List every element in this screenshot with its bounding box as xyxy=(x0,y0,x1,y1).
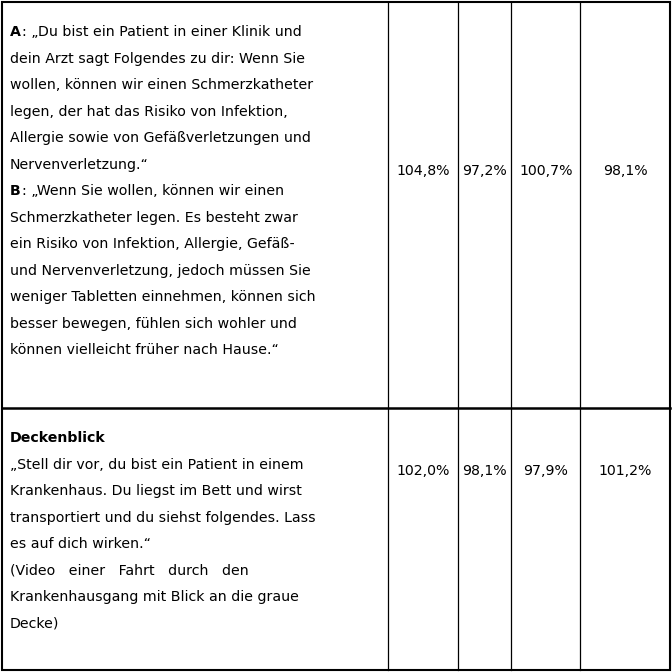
Text: dein Arzt sagt Folgendes zu dir: Wenn Sie: dein Arzt sagt Folgendes zu dir: Wenn Si… xyxy=(10,52,305,66)
Text: (Video   einer   Fahrt   durch   den: (Video einer Fahrt durch den xyxy=(10,564,249,578)
Text: legen, der hat das Risiko von Infektion,: legen, der hat das Risiko von Infektion, xyxy=(10,105,288,119)
Text: es auf dich wirken.“: es auf dich wirken.“ xyxy=(10,538,151,552)
Text: ein Risiko von Infektion, Allergie, Gefäß-: ein Risiko von Infektion, Allergie, Gefä… xyxy=(10,237,295,251)
Text: 97,9%: 97,9% xyxy=(523,464,569,478)
Text: Schmerzkatheter legen. Es besteht zwar: Schmerzkatheter legen. Es besteht zwar xyxy=(10,211,298,224)
Text: 101,2%: 101,2% xyxy=(599,464,652,478)
Text: können vielleicht früher nach Hause.“: können vielleicht früher nach Hause.“ xyxy=(10,343,279,358)
Text: Deckenblick: Deckenblick xyxy=(10,431,106,446)
Text: besser bewegen, fühlen sich wohler und: besser bewegen, fühlen sich wohler und xyxy=(10,317,297,331)
Text: weniger Tabletten einnehmen, können sich: weniger Tabletten einnehmen, können sich xyxy=(10,290,316,304)
Text: Decke): Decke) xyxy=(10,617,59,631)
Text: 98,1%: 98,1% xyxy=(462,464,507,478)
Text: A: A xyxy=(10,26,21,39)
Text: 104,8%: 104,8% xyxy=(396,164,450,178)
Text: B: B xyxy=(10,184,21,198)
Text: Allergie sowie von Gefäßverletzungen und: Allergie sowie von Gefäßverletzungen und xyxy=(10,131,311,145)
Text: 100,7%: 100,7% xyxy=(519,164,573,178)
Text: transportiert und du siehst folgendes. Lass: transportiert und du siehst folgendes. L… xyxy=(10,511,316,525)
Text: : „Du bist ein Patient in einer Klinik und: : „Du bist ein Patient in einer Klinik u… xyxy=(22,26,302,39)
Text: Nervenverletzung.“: Nervenverletzung.“ xyxy=(10,158,149,172)
Text: Krankenhaus. Du liegst im Bett und wirst: Krankenhaus. Du liegst im Bett und wirst xyxy=(10,485,302,499)
Text: wollen, können wir einen Schmerzkatheter: wollen, können wir einen Schmerzkatheter xyxy=(10,78,313,92)
Text: und Nervenverletzung, jedoch müssen Sie: und Nervenverletzung, jedoch müssen Sie xyxy=(10,263,310,278)
Text: 98,1%: 98,1% xyxy=(603,164,648,178)
Text: „Stell dir vor, du bist ein Patient in einem: „Stell dir vor, du bist ein Patient in e… xyxy=(10,458,304,472)
Text: 102,0%: 102,0% xyxy=(396,464,450,478)
Text: Krankenhausgang mit Blick an die graue: Krankenhausgang mit Blick an die graue xyxy=(10,591,299,604)
Text: : „Wenn Sie wollen, können wir einen: : „Wenn Sie wollen, können wir einen xyxy=(22,184,284,198)
Text: 97,2%: 97,2% xyxy=(462,164,507,178)
